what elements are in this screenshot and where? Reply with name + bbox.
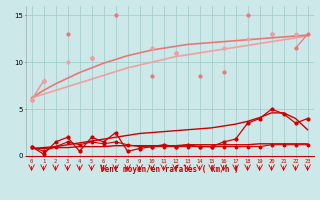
X-axis label: Vent moyen/en rafales ( km/h ): Vent moyen/en rafales ( km/h ) [100, 165, 239, 174]
